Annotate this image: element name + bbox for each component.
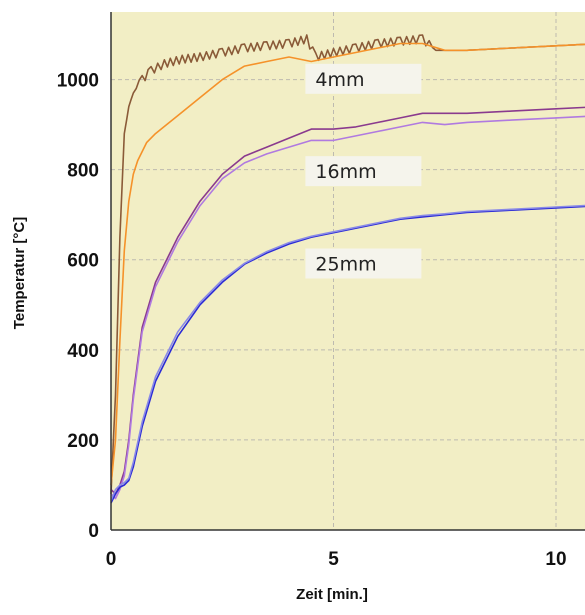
- x-tick-label: 5: [328, 549, 339, 570]
- series-label-box: [305, 156, 422, 187]
- y-tick-label: 0: [88, 521, 99, 542]
- annotation-layer: 4mm 16mm 25mm: [305, 63, 422, 279]
- y-tick-label: 200: [67, 431, 99, 452]
- y-axis-title: Temperatur [°C]: [11, 217, 28, 329]
- series-label: 25mm: [315, 253, 376, 275]
- x-axis-title: Zeit [min.]: [296, 586, 368, 603]
- y-tick-label: 1000: [57, 71, 99, 92]
- series-layer: [110, 34, 585, 504]
- series-label-box: [305, 248, 422, 279]
- series-label-box: [305, 63, 422, 94]
- series-line: [110, 205, 585, 504]
- series-line: [110, 204, 585, 501]
- x-tick-labels: 0 5 10: [106, 549, 567, 570]
- y-tick-label: 600: [67, 251, 99, 272]
- y-tick-label: 400: [67, 341, 99, 362]
- series-line: [110, 42, 585, 486]
- series-line: [110, 115, 585, 500]
- series-label: 16mm: [315, 161, 376, 183]
- series-label: 4mm: [315, 69, 364, 91]
- x-tick-label: 10: [545, 549, 566, 570]
- y-tick-label: 800: [67, 161, 99, 182]
- grid: [111, 12, 585, 530]
- axes: [110, 12, 585, 531]
- x-tick-label: 0: [106, 549, 117, 570]
- y-tick-labels: 0 200 400 600 800 1000: [57, 71, 99, 542]
